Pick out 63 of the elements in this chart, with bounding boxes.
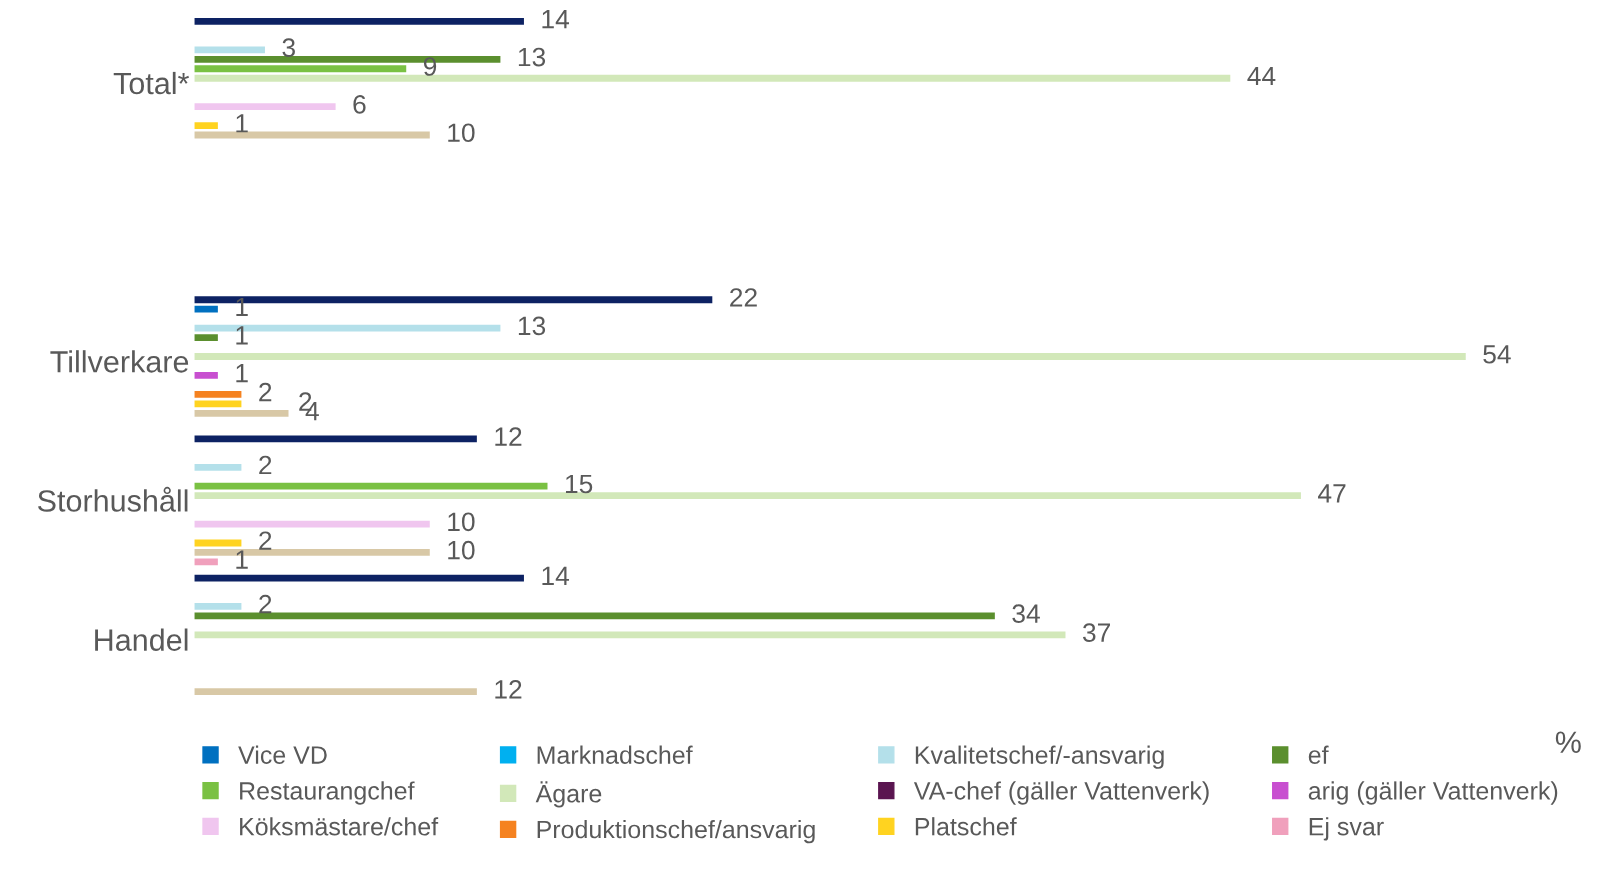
text: % bbox=[1555, 731, 1581, 753]
data-label: 13 bbox=[518, 316, 546, 336]
bar bbox=[194, 353, 1466, 360]
data-label: 10 bbox=[448, 512, 475, 532]
data-label: 1 bbox=[236, 326, 248, 345]
legend-label: Ej svar bbox=[1309, 817, 1384, 841]
data-label: 14 bbox=[542, 10, 570, 29]
y-tick-label: Total* bbox=[113, 71, 189, 95]
data-label: 54 bbox=[1483, 345, 1511, 364]
bar bbox=[194, 400, 242, 408]
data-label: 14 bbox=[542, 566, 570, 585]
data-label: 47 bbox=[1318, 484, 1346, 503]
bar bbox=[194, 482, 548, 490]
data-label: 1 bbox=[236, 114, 248, 133]
legend-label: arig (gäller Vattenverk) bbox=[1308, 781, 1558, 805]
bar bbox=[194, 492, 1301, 500]
bar bbox=[194, 103, 336, 111]
data-label: 2 bbox=[259, 382, 272, 402]
bar bbox=[194, 334, 218, 342]
bar bbox=[194, 74, 1231, 82]
data-label: 2 bbox=[259, 531, 272, 550]
bar bbox=[194, 631, 1066, 639]
bar bbox=[194, 65, 407, 73]
legend-label: Köksmästare/chef bbox=[240, 817, 439, 836]
legend-label: Vice VD bbox=[238, 745, 327, 764]
bar bbox=[194, 305, 218, 313]
legend-label: Kvalitetschef/-ansvarig bbox=[915, 745, 1164, 769]
data-label: 1 bbox=[236, 297, 248, 317]
legend-label: Marknadschef bbox=[537, 745, 693, 764]
data-label: 13 bbox=[518, 47, 546, 67]
bar bbox=[194, 46, 265, 54]
data-label: 12 bbox=[495, 680, 522, 699]
data-label: 3 bbox=[282, 38, 295, 57]
data-label: 2 bbox=[259, 594, 272, 614]
data-label: 34 bbox=[1012, 604, 1040, 623]
bar bbox=[194, 372, 218, 379]
y-tick-label: Handel bbox=[95, 628, 188, 651]
data-label: 22 bbox=[730, 288, 757, 307]
legend-label: VA-chef (gäller Vattenverk) bbox=[913, 781, 1209, 805]
legend-label: Platschef bbox=[915, 817, 1017, 836]
data-label: 44 bbox=[1247, 66, 1276, 86]
data-label: 10 bbox=[448, 123, 475, 143]
data-label: 1 bbox=[236, 550, 248, 569]
data-label: 10 bbox=[448, 540, 475, 560]
y-tick-label: Tillverkare bbox=[50, 350, 189, 373]
bar bbox=[194, 18, 524, 25]
bar bbox=[194, 603, 242, 610]
legend-label: Ägare bbox=[535, 781, 602, 808]
y-tick-label: Storhushåll bbox=[38, 486, 188, 512]
data-label: 37 bbox=[1082, 623, 1110, 642]
data-label: 1 bbox=[236, 364, 248, 383]
data-label: 15 bbox=[565, 474, 593, 494]
data-label: 12 bbox=[495, 427, 522, 446]
legend-label: ef bbox=[1308, 745, 1329, 764]
bar bbox=[194, 390, 242, 398]
bar bbox=[194, 688, 477, 696]
bar bbox=[194, 463, 242, 471]
data-label: 2 bbox=[259, 455, 272, 475]
legend-label: Produktionschef/ansvarig bbox=[537, 819, 815, 844]
legend-label: Restaurangchef bbox=[240, 781, 415, 805]
bar bbox=[194, 122, 218, 129]
data-label: 6 bbox=[353, 95, 366, 114]
bar bbox=[194, 409, 289, 417]
